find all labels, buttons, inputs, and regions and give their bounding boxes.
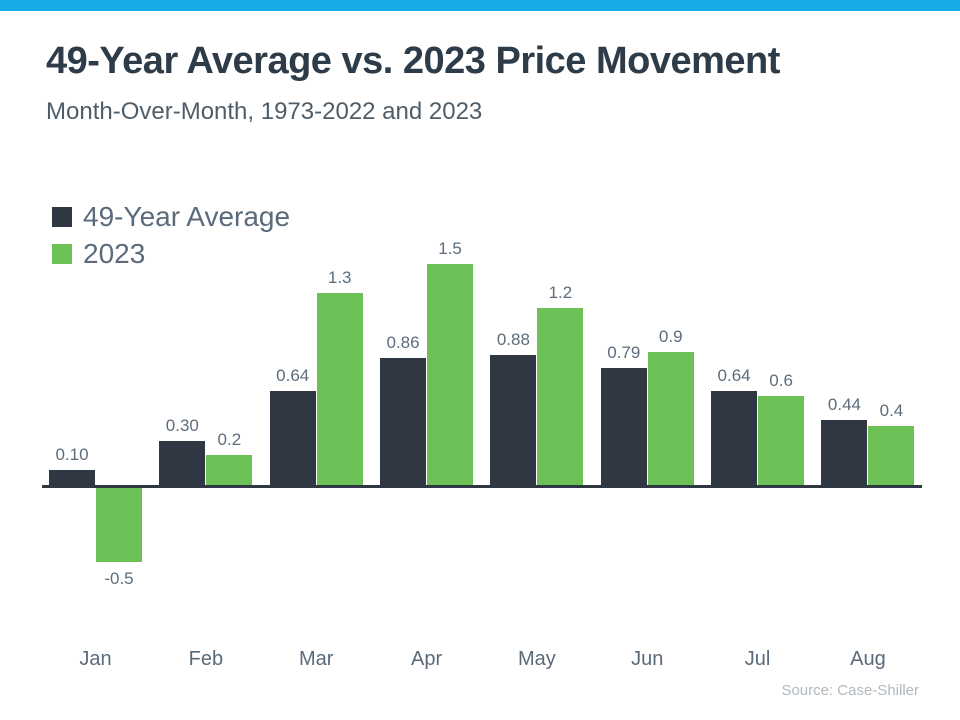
- bar-may-2023: [537, 308, 584, 485]
- bar-jul-average: [711, 391, 758, 485]
- legend-label: 2023: [83, 237, 146, 269]
- bar-aug-2023: [868, 426, 915, 485]
- x-axis-label-may: May: [517, 648, 556, 670]
- value-label: 1.2: [548, 283, 573, 302]
- bar-jan-2023: [96, 488, 142, 562]
- value-label: 0.30: [165, 416, 199, 435]
- value-label: 0.86: [386, 333, 420, 352]
- value-label: 0.4: [879, 401, 904, 420]
- legend-item: 2023: [52, 235, 290, 272]
- x-axis-label-jun: Jun: [631, 648, 664, 670]
- value-label: 0.2: [217, 430, 242, 449]
- x-axis-label-apr: Apr: [410, 648, 443, 670]
- bar-feb-2023: [206, 455, 253, 485]
- bar-group-mar: 0.64 1.3 Mar: [269, 240, 363, 700]
- legend-item: 49-Year Average: [52, 198, 290, 235]
- bar-jun-2023: [647, 352, 694, 485]
- page-title: 49-Year Average vs. 2023 Price Movement: [46, 40, 780, 82]
- source-attribution: Source: Case-Shiller: [781, 682, 919, 699]
- legend-swatch-icon: [52, 243, 72, 264]
- value-label: 0.79: [607, 343, 641, 362]
- bar-group-may: 0.88 1.2 May: [490, 240, 584, 700]
- x-axis-label-jan: Jan: [79, 648, 112, 670]
- legend-label: 49-Year Average: [83, 200, 291, 232]
- value-label: 0.64: [717, 366, 751, 385]
- bar-group-jan: 0.10 -0.5 Jan: [49, 240, 142, 700]
- value-label: 0.44: [827, 395, 861, 414]
- x-axis-label-mar: Mar: [298, 648, 334, 670]
- bar-feb-average: [159, 441, 206, 485]
- bar-aug-average: [821, 420, 868, 485]
- value-label: 0.6: [769, 371, 793, 390]
- value-label: 0.10: [55, 445, 89, 464]
- value-label: -0.5: [104, 569, 134, 588]
- bar-group-jun: 0.79 0.9 Jun: [600, 240, 694, 700]
- value-label: 1.3: [327, 268, 352, 287]
- x-axis-label-aug: Aug: [850, 648, 886, 670]
- top-accent-bar: [0, 0, 960, 11]
- chart-legend: 49-Year Average 2023: [52, 198, 290, 272]
- page-subtitle: Month-Over-Month, 1973-2022 and 2023: [46, 98, 483, 125]
- bar-mar-2023: [316, 293, 363, 485]
- bar-jan-average: [49, 470, 95, 485]
- bar-group-jul: 0.64 0.6 Jul: [711, 240, 805, 700]
- bar-group-aug: 0.44 0.4 Aug: [821, 240, 915, 700]
- bar-may-average: [490, 355, 537, 485]
- x-axis-label-feb: Feb: [188, 648, 224, 670]
- legend-swatch-icon: [52, 206, 72, 227]
- value-label: 0.88: [496, 330, 530, 349]
- bar-group-feb: 0.30 0.2 Feb: [159, 240, 253, 700]
- value-label: 1.5: [438, 239, 462, 258]
- x-axis-line: [42, 485, 922, 488]
- bar-chart: 0.10 -0.5 Jan 0.30 0.2 Feb 0.64 1.3 Mar 0.86 1.5 Ap…: [42, 239, 922, 700]
- value-label: 0.9: [658, 327, 683, 346]
- x-axis-label-jul: Jul: [744, 648, 771, 670]
- bar-mar-average: [269, 391, 316, 485]
- bar-jul-2023: [758, 396, 805, 485]
- bar-apr-average: [380, 358, 427, 485]
- bar-apr-2023: [427, 264, 474, 485]
- value-label: 0.64: [276, 366, 310, 385]
- bar-group-apr: 0.86 1.5 Apr: [380, 239, 474, 700]
- bar-jun-average: [600, 368, 647, 485]
